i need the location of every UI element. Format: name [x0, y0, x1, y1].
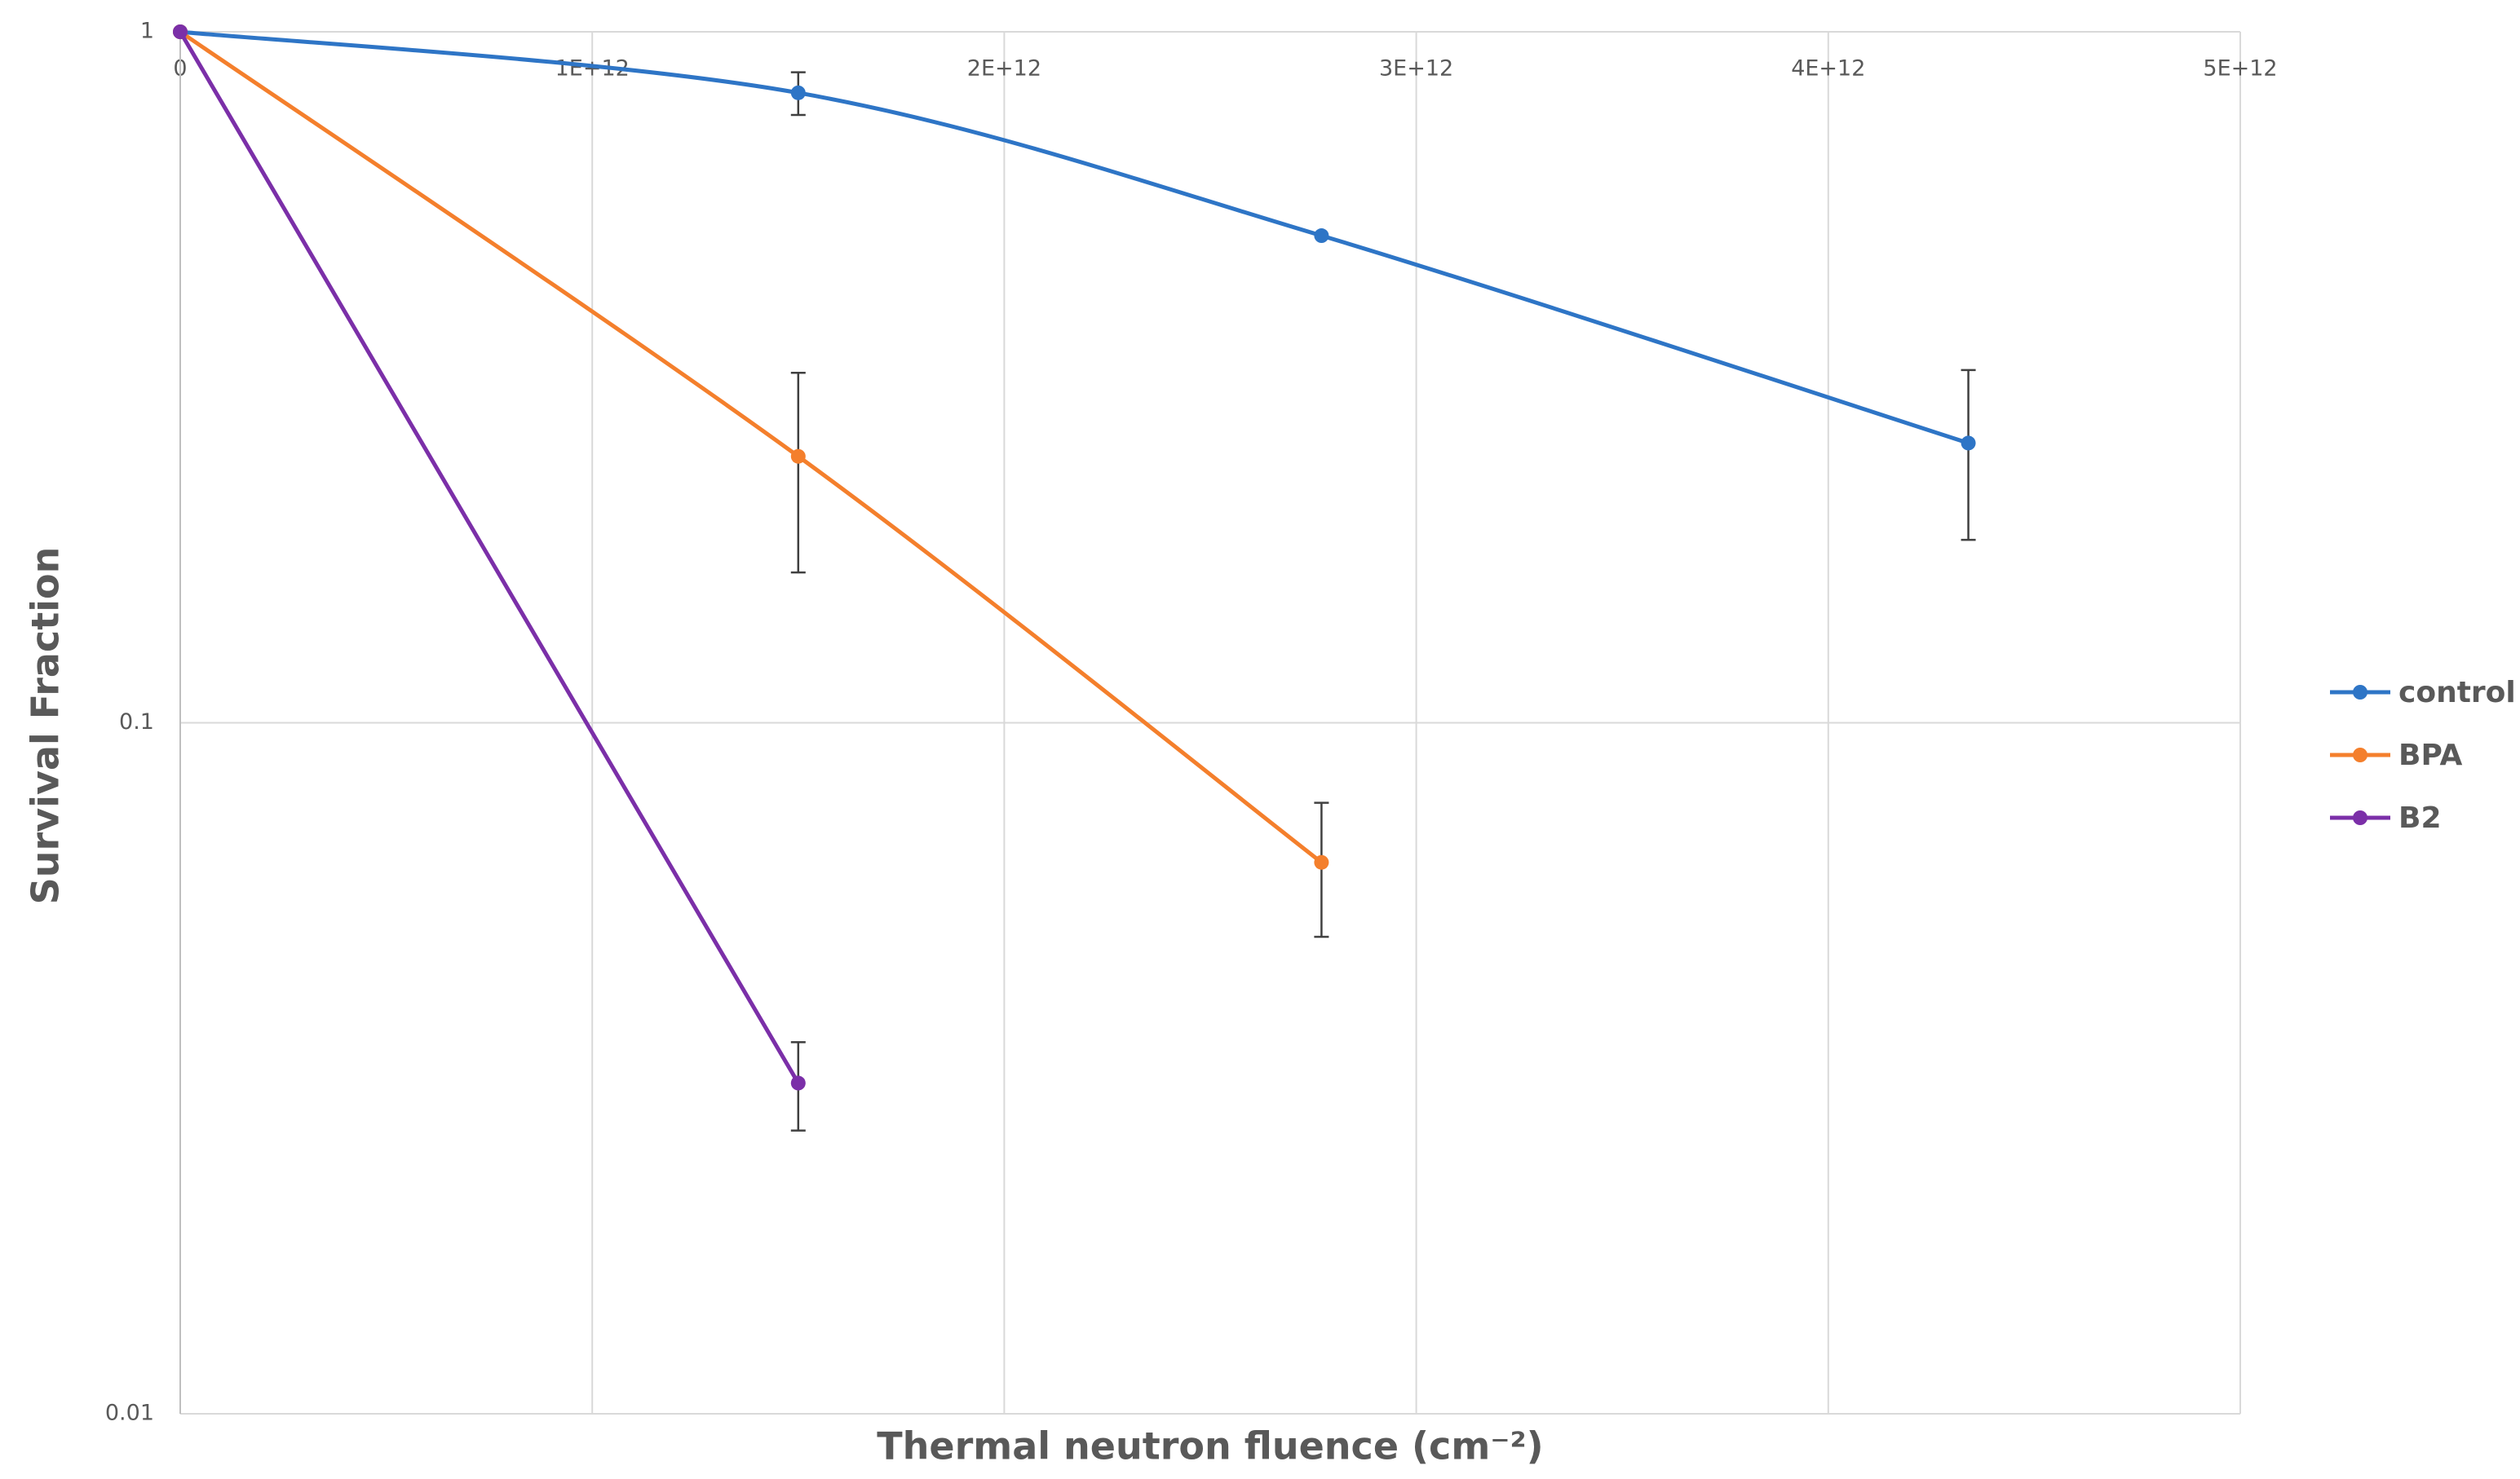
legend-label: BPA [2398, 739, 2463, 772]
legend-label: B2 [2398, 801, 2442, 835]
legend-marker [2353, 685, 2367, 700]
x-tick-label: 2E+12 [967, 56, 1041, 82]
y-tick-label: 0.1 [119, 709, 154, 735]
error-bar [1314, 801, 1329, 938]
series-line [179, 29, 1323, 864]
error-bar [1961, 369, 1976, 541]
legend-marker [2353, 810, 2367, 825]
data-point [173, 24, 188, 39]
y-tick-label: 0.01 [105, 1401, 154, 1426]
data-point [790, 1075, 806, 1091]
y-tick-label: 1 [140, 19, 154, 44]
data-point [1314, 228, 1329, 244]
data-point [1314, 854, 1329, 870]
series-line [178, 30, 800, 1084]
x-tick-label: 3E+12 [1379, 56, 1453, 82]
x-tick-label: 5E+12 [2203, 56, 2277, 82]
x-axis-title: Thermal neutron fluence (cm⁻²) [877, 1424, 1543, 1468]
data-point [790, 448, 806, 464]
series-line [179, 29, 1970, 445]
legend-marker [2353, 748, 2367, 762]
y-axis-title: Survival Fraction [24, 547, 68, 905]
data-point [790, 85, 806, 100]
data-point [1961, 435, 1976, 451]
legend-label: control [2398, 676, 2516, 709]
error-bar [790, 371, 806, 574]
x-tick-label: 4E+12 [1791, 56, 1865, 82]
